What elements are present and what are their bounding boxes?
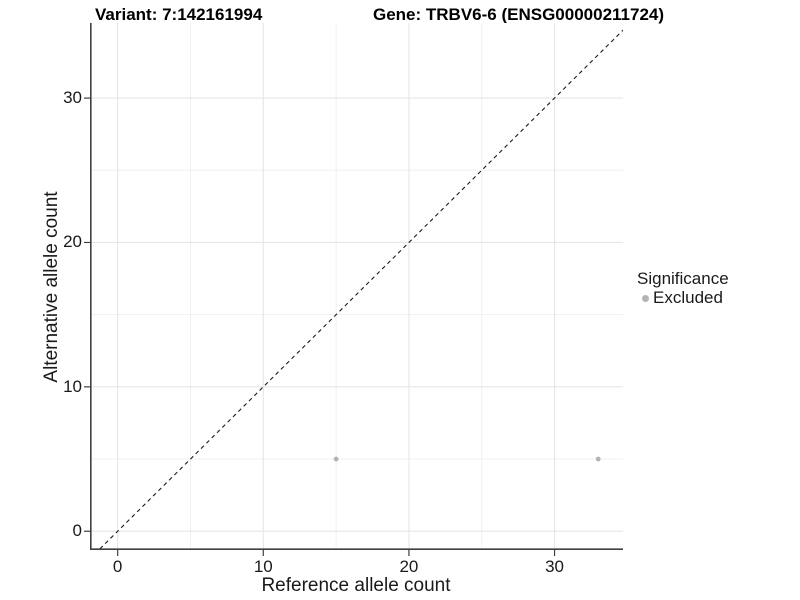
plot-title-gene: Gene: TRBV6-6 (ENSG00000211724) — [373, 5, 665, 24]
x-axis-title: Reference allele count — [261, 575, 451, 596]
legend-key-dot — [642, 294, 649, 302]
y-tick-label: 30 — [63, 88, 82, 108]
x-tick-label: 20 — [399, 557, 419, 576]
x-tick-label: 10 — [253, 557, 273, 576]
legend-title: Significance — [637, 269, 729, 288]
data-point — [595, 456, 601, 462]
y-tick-label: 0 — [72, 521, 82, 541]
scatter-plot-canvas — [84, 23, 623, 556]
x-tick-label: 30 — [545, 557, 565, 576]
y-tick-label: 10 — [63, 376, 82, 396]
data-point — [333, 456, 339, 462]
legend-item-excluded: Excluded — [637, 288, 729, 308]
legend: Significance Excluded — [637, 269, 729, 308]
plot-title-variant: Variant: 7:142161994 — [95, 5, 263, 24]
identity-line — [97, 29, 623, 550]
plot-panel — [84, 23, 623, 556]
x-tick-label: 0 — [112, 557, 123, 576]
y-tick-label: 20 — [63, 232, 82, 252]
y-axis-title: Alternative allele count — [41, 191, 62, 383]
legend-item-label: Excluded — [653, 288, 723, 307]
